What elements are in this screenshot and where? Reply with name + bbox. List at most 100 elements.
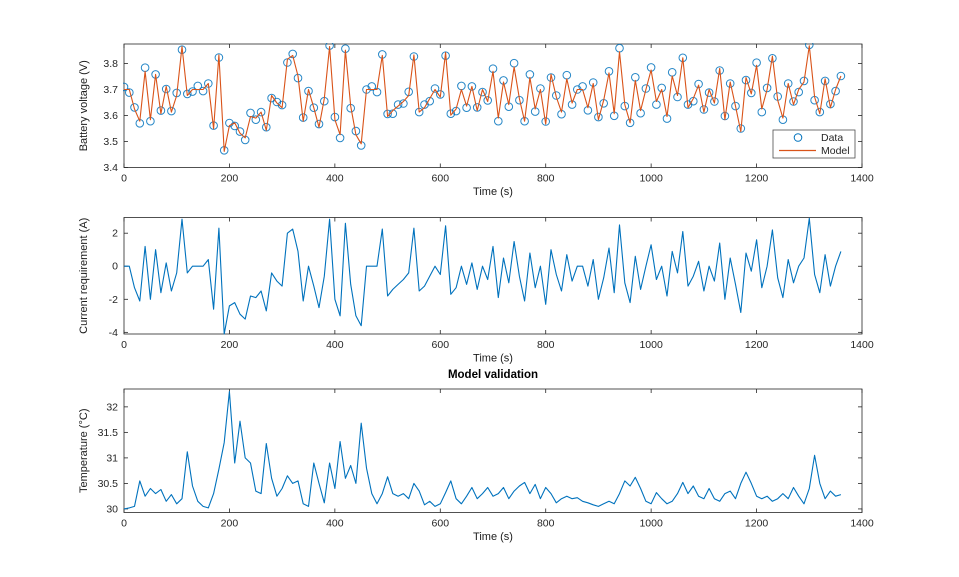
- data-point-marker: [794, 87, 804, 97]
- y-tick-label: 31.5: [98, 427, 119, 439]
- x-tick-label: 1000: [639, 339, 663, 351]
- data-point-marker: [383, 109, 392, 119]
- data-point-marker: [836, 71, 846, 81]
- data-point-marker: [425, 96, 435, 106]
- x-tick-label: 800: [537, 339, 555, 351]
- y-axis-label: Temperature (°C): [78, 409, 90, 493]
- x-tick-label: 400: [326, 339, 344, 351]
- x-tick-label: 600: [432, 339, 450, 351]
- x-tick-label: 0: [121, 339, 127, 351]
- data-point-marker: [256, 107, 266, 117]
- data-point-marker: [815, 107, 825, 117]
- legend-label-data: Data: [821, 132, 843, 144]
- y-tick-label: 30: [106, 503, 118, 515]
- data-point-marker: [462, 103, 471, 112]
- legend-label-model: Model: [821, 145, 850, 157]
- y-tick-label: 2: [112, 228, 118, 240]
- data-points: [123, 43, 846, 155]
- data-point-marker: [430, 84, 440, 93]
- x-tick-label: 200: [221, 339, 239, 351]
- x-axis-label: Time (s): [473, 531, 513, 543]
- x-tick-label: 800: [537, 518, 555, 530]
- data-point-marker: [125, 88, 134, 97]
- data-point-marker: [762, 83, 772, 93]
- data-point-marker: [436, 90, 445, 99]
- data-point-marker: [161, 84, 171, 94]
- temperature-chart: 0 200 400 600 800 1000 1200 1400 30 30.5 31 31.5 32 T…: [78, 369, 874, 543]
- x-tick-label: 1200: [745, 518, 769, 530]
- data-point-marker: [198, 86, 208, 96]
- x-axis-label: Time (s): [473, 186, 513, 198]
- x-tick-label: 200: [221, 518, 239, 530]
- data-point-marker: [783, 79, 793, 88]
- data-point-marker: [483, 96, 493, 105]
- plot-box: [123, 217, 863, 335]
- data-point-marker: [831, 86, 840, 96]
- data-point-marker: [715, 66, 725, 75]
- y-tick-label: 3.7: [103, 84, 118, 96]
- data-point-marker: [399, 99, 408, 108]
- y-tick-label: 30.5: [98, 478, 119, 490]
- y-tick-label: 3.5: [103, 136, 118, 148]
- data-point-marker: [741, 75, 751, 85]
- x-tick-label: 600: [432, 518, 450, 530]
- y-tick-label: 3.6: [103, 110, 118, 122]
- x-tick-label: 1400: [850, 518, 874, 530]
- data-point-marker: [367, 82, 377, 91]
- y-tick-label: 0: [112, 261, 118, 273]
- data-point-marker: [167, 106, 176, 116]
- plot-box: [123, 388, 863, 513]
- legend-box: [772, 129, 856, 159]
- y-tick-label: 32: [106, 401, 118, 413]
- data-point-marker: [641, 84, 651, 93]
- data-point-marker: [747, 88, 756, 98]
- data-point-marker: [304, 86, 313, 96]
- data-point-marker: [309, 103, 319, 112]
- data-point-marker: [546, 73, 556, 82]
- data-point-marker: [262, 122, 271, 132]
- data-point-marker: [731, 101, 740, 111]
- y-tick-label: 3.8: [103, 58, 118, 70]
- data-point-marker: [736, 124, 746, 133]
- data-point-marker: [123, 82, 129, 92]
- data-point-marker: [552, 91, 561, 100]
- x-tick-label: 400: [326, 518, 344, 530]
- current-requirement-chart: 0 200 400 600 800 1000 1200 1400 -4 -2 0 2 Time (s) C…: [78, 217, 874, 365]
- data-point-marker: [156, 106, 166, 115]
- data-point-marker: [768, 54, 777, 63]
- y-tick-label: 3.4: [103, 162, 118, 174]
- data-point-marker: [130, 103, 139, 112]
- data-point-marker: [393, 100, 403, 109]
- y-axis-label: Battery voltage (V): [78, 60, 90, 151]
- data-point-marker: [472, 103, 482, 112]
- data-point-marker: [183, 89, 192, 99]
- data-point-marker: [478, 87, 487, 97]
- data-point-marker: [594, 112, 603, 122]
- x-tick-label: 1200: [745, 173, 769, 185]
- data-point-marker: [699, 105, 709, 114]
- x-tick-label: 1000: [639, 173, 663, 185]
- data-point-marker: [177, 45, 187, 55]
- current-line: [124, 217, 842, 335]
- x-tick-label: 1200: [745, 339, 769, 351]
- y-tick-label: -4: [109, 327, 118, 339]
- y-tick-label: 31: [106, 452, 118, 464]
- data-point-marker: [725, 79, 735, 88]
- legend-circle-marker-icon: [793, 133, 803, 142]
- x-tick-label: 800: [537, 173, 555, 185]
- y-tick-label: -2: [109, 294, 118, 306]
- y-axis-label: Current requirement (A): [78, 218, 90, 334]
- x-tick-label: 600: [432, 173, 450, 185]
- data-point-marker: [704, 88, 714, 97]
- x-tick-label: 200: [221, 173, 239, 185]
- data-point-marker: [277, 100, 287, 110]
- data-point-marker: [230, 121, 239, 131]
- data-point-marker: [710, 97, 719, 106]
- data-point-marker: [467, 82, 477, 91]
- chart-title: Model validation: [448, 369, 538, 381]
- x-tick-label: 1400: [850, 173, 874, 185]
- data-point-marker: [314, 119, 324, 129]
